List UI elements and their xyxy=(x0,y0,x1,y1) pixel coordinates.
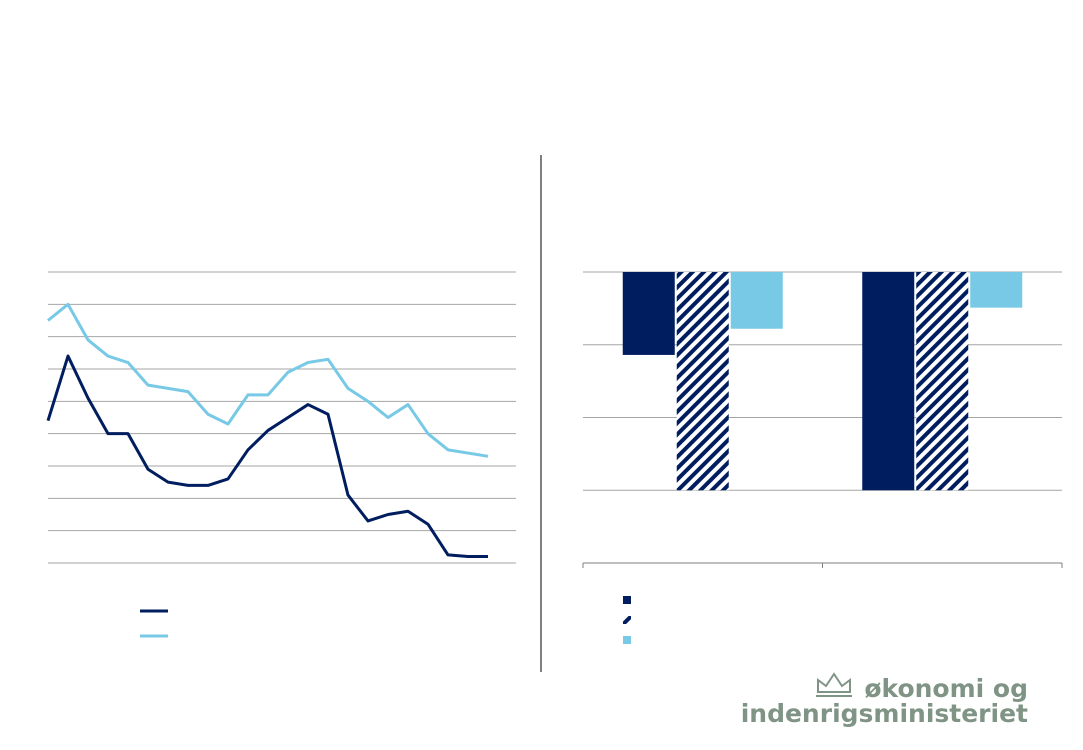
line-series xyxy=(47,302,489,458)
bar xyxy=(970,272,1023,308)
line-series xyxy=(46,354,488,559)
legend-swatch xyxy=(623,596,631,604)
legend-swatch xyxy=(623,616,631,624)
logo-line2: indenrigsministeriet xyxy=(741,699,1028,728)
legend-swatch xyxy=(623,636,631,644)
bar xyxy=(730,272,783,329)
crown-icon xyxy=(816,672,852,697)
logo: økonomi og indenrigsministeriet xyxy=(741,672,1028,728)
bar xyxy=(676,272,729,491)
bar xyxy=(622,272,675,355)
bar xyxy=(916,272,969,491)
logo-line1: økonomi og xyxy=(864,674,1028,703)
bar xyxy=(862,272,915,491)
